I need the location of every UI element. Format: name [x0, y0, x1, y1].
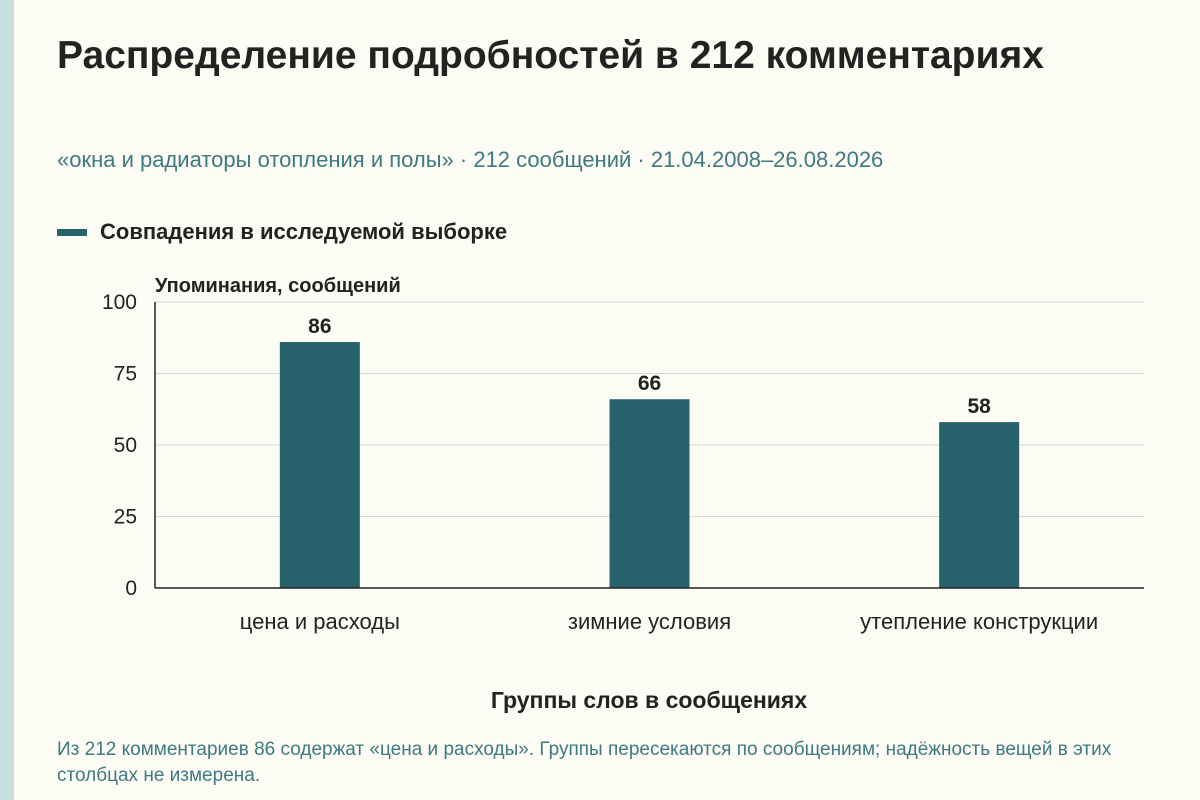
y-axis-title: Упоминания, сообщений: [155, 275, 401, 297]
y-tick-labels: 0 25 50 75 100: [102, 291, 137, 600]
x-tick-label: зимние условия: [568, 609, 731, 634]
bar-value-label: 58: [967, 395, 991, 418]
bar: [609, 399, 690, 588]
value-labels: 86 66 58: [308, 315, 991, 418]
x-tick-label: утепление конструкции: [860, 609, 1098, 634]
x-tick-labels: цена и расходы зимние условия утепление ко…: [240, 609, 1098, 634]
chart-title: Распределение подробностей в 212 коммент…: [57, 34, 1044, 77]
bar: [279, 342, 360, 588]
footnote: Из 212 комментариев 86 содержат «цена и …: [57, 739, 1112, 786]
legend-label: Совпадения в исследуемой выборке: [100, 219, 508, 244]
y-tick-label: 25: [114, 506, 137, 529]
x-axis-title: Группы слов в сообщениях: [491, 687, 807, 713]
bar-value-label: 86: [308, 315, 331, 338]
x-tick-label: цена и расходы: [240, 609, 400, 634]
bar: [939, 422, 1020, 588]
bar-value-label: 66: [638, 372, 661, 395]
legend-swatch: [57, 228, 87, 236]
left-accent-stripe: [0, 0, 14, 800]
bars: [279, 342, 1020, 588]
y-tick-label: 100: [102, 291, 137, 314]
y-tick-label: 0: [125, 577, 137, 600]
chart-subtitle: «окна и радиаторы отопления и полы» · 21…: [57, 147, 884, 172]
legend: Совпадения в исследуемой выборке: [57, 219, 507, 245]
y-tick-label: 75: [114, 363, 137, 386]
y-tick-label: 50: [114, 434, 137, 457]
